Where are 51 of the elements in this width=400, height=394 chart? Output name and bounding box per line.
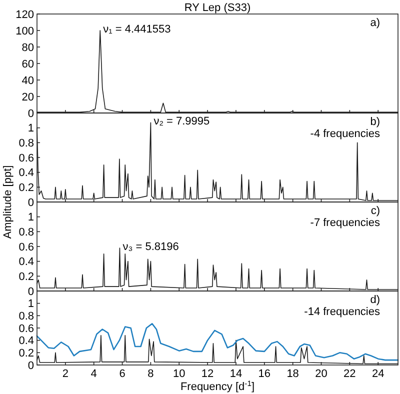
y-tick-label: 0 bbox=[28, 286, 34, 298]
x-tick-label: 20 bbox=[315, 368, 328, 380]
y-tick-label: 0 bbox=[28, 360, 34, 372]
y-tick-label: 0.6 bbox=[18, 152, 34, 164]
annotation: b) bbox=[370, 116, 380, 128]
y-tick-label: 20 bbox=[22, 91, 34, 104]
y-tick-label: 0.4 bbox=[18, 335, 34, 348]
y-tick-label: 0.6 bbox=[18, 241, 34, 254]
y-tick-label: 0.4 bbox=[18, 167, 34, 180]
x-tick-label: 6 bbox=[119, 368, 126, 380]
y-tick-label: 0.8 bbox=[18, 226, 34, 239]
annotation: a) bbox=[370, 17, 380, 29]
x-tick-label: 24 bbox=[372, 368, 384, 380]
annotation: -7 frequencies bbox=[310, 217, 380, 229]
annotation: ν₂ = 7.9995 bbox=[154, 116, 210, 128]
y-tick-label: 0 bbox=[28, 196, 34, 209]
x-tick-label: 14 bbox=[230, 368, 242, 380]
annotation: ν₁ = 4.441553 bbox=[103, 24, 171, 36]
y-tick-label: 0.2 bbox=[18, 271, 34, 284]
x-tick-label: 10 bbox=[173, 368, 186, 380]
chart-title: RY Lep (S33) bbox=[184, 2, 251, 14]
y-tick-label: 0.8 bbox=[18, 138, 34, 150]
x-tick-label: 16 bbox=[258, 368, 271, 380]
x-tick-label: 8 bbox=[148, 368, 154, 380]
y-tick-label: 120 bbox=[16, 8, 34, 21]
x-tick-label: 18 bbox=[286, 368, 299, 380]
y-tick-label: 0.2 bbox=[18, 348, 34, 360]
annotation: -14 frequencies bbox=[304, 306, 380, 318]
line-series bbox=[36, 323, 399, 361]
annotation: d) bbox=[370, 294, 380, 306]
y-axis-title: Amplitude [ppt] bbox=[2, 165, 14, 239]
y-tick-label: 0.4 bbox=[18, 256, 34, 268]
y-tick-label: 1 bbox=[28, 122, 34, 135]
y-tick-label: 0.2 bbox=[18, 182, 34, 194]
y-tick-label: 60 bbox=[22, 58, 34, 70]
x-tick-label: 2 bbox=[62, 368, 68, 380]
y-tick-label: 1 bbox=[28, 212, 34, 224]
x-tick-label: 22 bbox=[344, 368, 356, 380]
y-tick-label: 1 bbox=[28, 298, 34, 310]
x-tick-label: 12 bbox=[201, 368, 214, 380]
x-axis-title: Frequency [d$^{-1}$] bbox=[180, 378, 255, 393]
y-tick-label: 80 bbox=[22, 42, 34, 54]
annotation: c) bbox=[370, 205, 380, 217]
y-tick-label: 40 bbox=[22, 74, 34, 87]
y-tick-label: 0 bbox=[28, 108, 34, 120]
y-tick-label: 0.8 bbox=[18, 310, 34, 323]
annotation: -4 frequencies bbox=[310, 128, 380, 140]
x-tick-label: 4 bbox=[90, 368, 97, 380]
y-tick-label: 0.6 bbox=[18, 322, 34, 335]
y-tick-label: 100 bbox=[16, 25, 34, 38]
annotation: ν₃ = 5.8196 bbox=[122, 240, 179, 253]
